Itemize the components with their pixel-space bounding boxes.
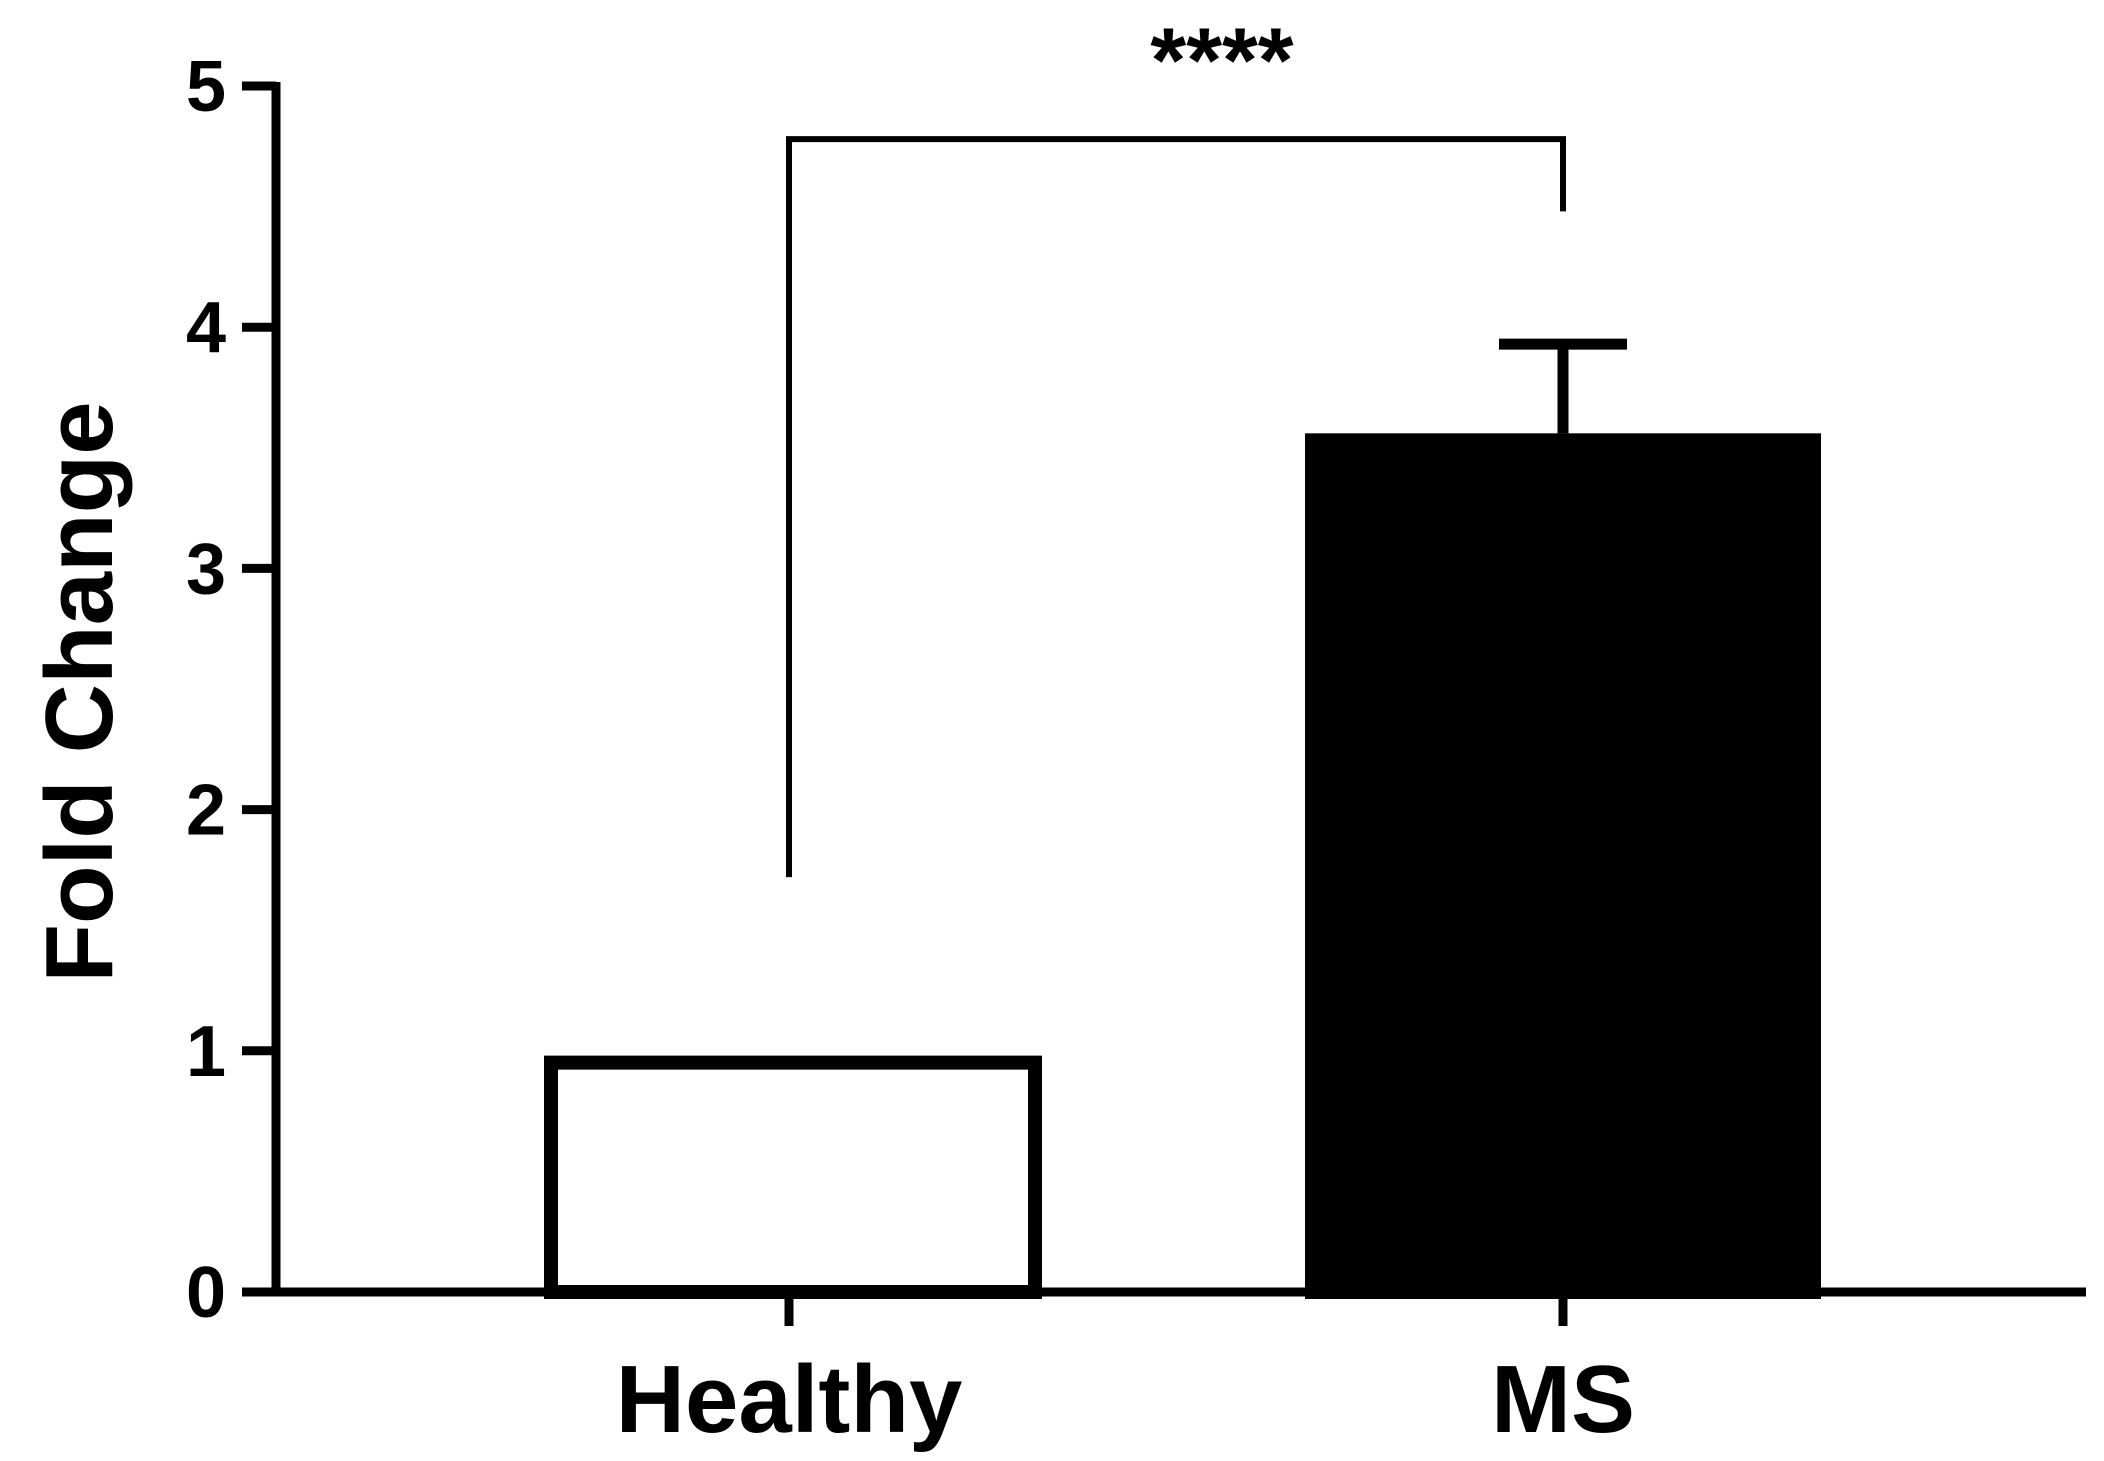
y-axis-title: Fold Change [26,401,133,982]
y-tick-label-0: 0 [186,1253,226,1333]
y-tick-label-3: 3 [186,529,226,609]
y-tick-label-5: 5 [186,47,226,127]
significance-label: **** [1150,10,1293,112]
x-category-label-ms: MS [1491,1346,1635,1453]
y-tick-label-2: 2 [186,771,226,851]
y-tick-label-1: 1 [186,1012,226,1092]
x-category-label-healthy: Healthy [616,1346,963,1453]
y-tick-label-4: 4 [186,288,226,368]
significance-bracket [786,136,1566,878]
bar-healthy [544,1055,1042,1300]
bar-ms [1305,433,1821,1299]
